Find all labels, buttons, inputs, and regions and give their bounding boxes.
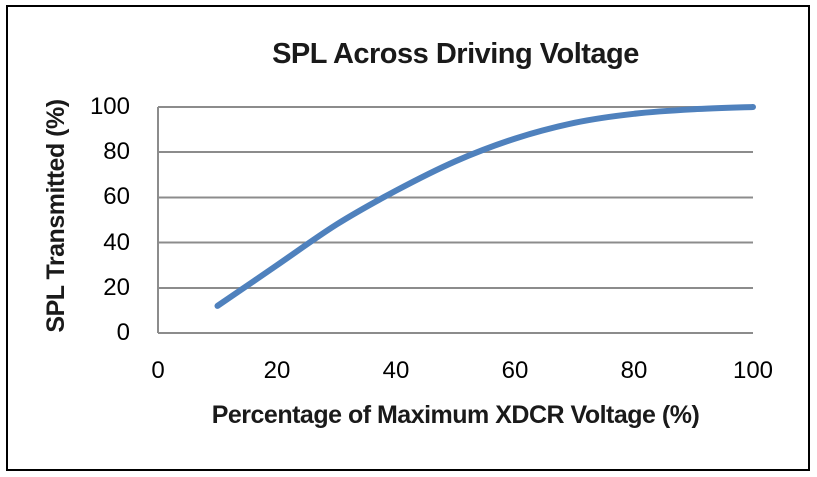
y-tick-label-0: 0 xyxy=(116,319,130,346)
x-tick-label-100: 100 xyxy=(732,357,774,384)
x-tick-label-20: 20 xyxy=(263,357,291,384)
chart-title: SPL Across Driving Voltage xyxy=(272,38,639,70)
y-tick-label-80: 80 xyxy=(103,138,130,165)
x-tick-label-0: 0 xyxy=(151,357,165,384)
chart-frame xyxy=(6,5,810,471)
y-tick-label-60: 60 xyxy=(103,183,130,210)
gridlines xyxy=(158,106,753,334)
y-axis-title: SPL Transmitted (%) xyxy=(42,99,70,333)
spl-curve xyxy=(214,104,756,309)
x-tick-label-40: 40 xyxy=(382,357,410,384)
y-tick-label-100: 100 xyxy=(89,93,130,120)
x-tick-label-80: 80 xyxy=(620,357,648,384)
x-tick-label-60: 60 xyxy=(501,357,529,384)
y-tick-label-40: 40 xyxy=(103,229,130,256)
y-tick-label-20: 20 xyxy=(103,274,130,301)
x-axis-title: Percentage of Maximum XDCR Voltage (%) xyxy=(211,401,700,429)
